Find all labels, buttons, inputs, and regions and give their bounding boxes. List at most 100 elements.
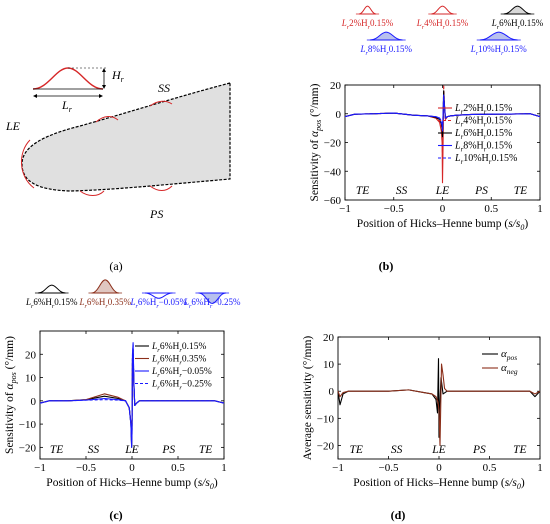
legend-label: Lr6%Hr0.15%: [454, 128, 512, 141]
region-label: TE: [513, 444, 526, 456]
y-tick-label: 10: [25, 373, 37, 385]
y-tick-label: 20: [323, 332, 335, 344]
legend-label: Lr4%Hr0.15%: [454, 116, 512, 129]
chart-b: −1 −0.5 0 0.5 1 −60 −40 −20 0 20 Position of Hicks…: [309, 5, 544, 232]
bump-key-icon: [503, 5, 532, 15]
region-label: TE: [356, 185, 369, 197]
legend-label: Lr6%Hr0.15%: [151, 342, 206, 354]
region-label: TE: [349, 444, 362, 456]
region-label: LE: [435, 185, 449, 197]
bump-key-icon: [431, 5, 454, 15]
x-tick-label: −0.5: [379, 462, 399, 474]
x-tick-label: 0.5: [171, 462, 185, 474]
y-axis-label: Sensitivity of αpos (°/mm): [309, 83, 323, 201]
y-tick-label: −20: [19, 442, 37, 454]
hr-label: Hr: [111, 68, 125, 84]
bump-key-label: Lr8%Hr0.15%: [359, 44, 412, 57]
x-tick-label: −0.5: [76, 462, 96, 474]
y-tick-label: −10: [19, 419, 37, 431]
region-label: PS: [472, 444, 486, 456]
chart-c: −1 −0.5 0 0.5 1 −20 −10 0 10 20 Position of Hicks–…: [4, 279, 241, 491]
bump-key-label: Lr6%Hr0.35%: [78, 297, 131, 310]
legend-label: αpos: [501, 348, 517, 362]
bump-le: [21, 139, 35, 189]
panel-b-caption: (b): [379, 259, 394, 273]
series-line: [337, 363, 541, 446]
y-tick-label: 0: [336, 109, 342, 121]
x-axis-label: Position of Hicks–Henne bump (s/s0): [357, 218, 529, 232]
bump-ps-2: [149, 185, 173, 191]
bump-key-label: Lr10%Hr0.15%: [470, 44, 528, 57]
x-tick-label: 0: [436, 462, 442, 474]
region-label: SS: [391, 444, 403, 456]
legend-label: Lr2%Hr0.15%: [454, 103, 512, 116]
legend-label: Lr6%Hr−0.25%: [151, 380, 212, 392]
y-tick-label: −10: [317, 413, 335, 425]
bump-key-label: Lr6%Hr0.15%: [491, 18, 544, 31]
x-axis-label: Position of Hicks–Henne bump (s/s0): [46, 477, 218, 491]
x-tick-label: −0.5: [384, 203, 404, 215]
bump-key-label: Lr6%Hr−0.25%: [183, 297, 241, 310]
x-tick-label: 0.5: [484, 203, 498, 215]
y-tick-label: −40: [324, 166, 342, 178]
x-tick-label: −1: [34, 462, 46, 474]
y-tick-label: −60: [324, 195, 342, 207]
y-tick-label: 0: [31, 396, 37, 408]
y-tick-label: 0: [329, 386, 335, 398]
x-tick-label: 1: [221, 462, 227, 474]
legend-label: Lr6%Hr0.35%: [151, 355, 206, 367]
region-label: SS: [396, 185, 408, 197]
bump-ss-2: [149, 100, 173, 107]
panel-c-caption: (c): [109, 508, 122, 522]
bump-key-label: Lr4%Hr0.15%: [416, 18, 469, 31]
x-tick-label: −1: [339, 203, 351, 215]
bump-key-icon: [144, 292, 173, 299]
bump-ps-1: [79, 190, 105, 196]
bump-detail: [32, 67, 104, 90]
bump-ss-1: [95, 116, 119, 123]
airfoil-shape: [21, 82, 231, 192]
bump-key-icon: [369, 31, 403, 41]
bump-key-icon: [358, 5, 377, 15]
legend-label: αneg: [501, 362, 518, 376]
x-tick-label: 0: [129, 462, 135, 474]
x-tick-label: 0.5: [483, 462, 497, 474]
y-tick-label: −20: [324, 138, 342, 150]
bump-key-icon: [37, 284, 66, 294]
region-label: PS: [161, 444, 175, 456]
ps-label: PS: [149, 207, 163, 221]
y-axis-label: Average sensitivity (°/mm): [302, 336, 314, 461]
bump-key-icon: [479, 31, 518, 41]
region-label: PS: [474, 185, 488, 197]
x-tick-label: −1: [332, 462, 344, 474]
y-axis-label: Sensitivity of αpos (°/mm): [4, 336, 18, 454]
bump-key-label: Lr6%Hr0.15%: [25, 297, 78, 310]
bump-key-icon: [91, 279, 120, 294]
x-tick-label: 1: [537, 462, 543, 474]
region-label: LE: [431, 444, 445, 456]
bump-key-icon: [198, 292, 227, 305]
region-label: LE: [124, 444, 138, 456]
x-tick-label: 0: [440, 203, 446, 215]
region-label: SS: [88, 444, 100, 456]
airfoil-schematic: Hr Lr SS LE PS (a): [5, 67, 231, 273]
bump-key-label: Lr6%Hr−0.05%: [129, 297, 187, 310]
y-tick-label: 10: [323, 359, 335, 371]
legend-label: Lr6%Hr−0.05%: [151, 367, 212, 379]
chart-d: −1 −0.5 0 0.5 1 −20 −10 0 10 20 Position of Hicks–…: [302, 332, 543, 491]
legend-label: Lr10%Hr0.15%: [454, 153, 517, 166]
panel-a-caption: (a): [109, 259, 122, 273]
series-line: [344, 97, 541, 129]
le-label: LE: [5, 119, 21, 133]
y-tick-label: 20: [25, 349, 37, 361]
ss-label: SS: [158, 81, 170, 95]
y-tick-label: 20: [330, 80, 342, 92]
x-axis-label: Position of Hicks–Henne bump (s/s0): [353, 477, 525, 491]
bump-key-label: Lr2%Hr0.15%: [341, 18, 394, 31]
legend-label: Lr8%Hr0.15%: [454, 141, 512, 154]
x-tick-label: 1: [537, 203, 543, 215]
lr-label: Lr: [61, 98, 73, 114]
panel-d-caption: (d): [391, 508, 406, 522]
region-label: TE: [514, 185, 527, 197]
